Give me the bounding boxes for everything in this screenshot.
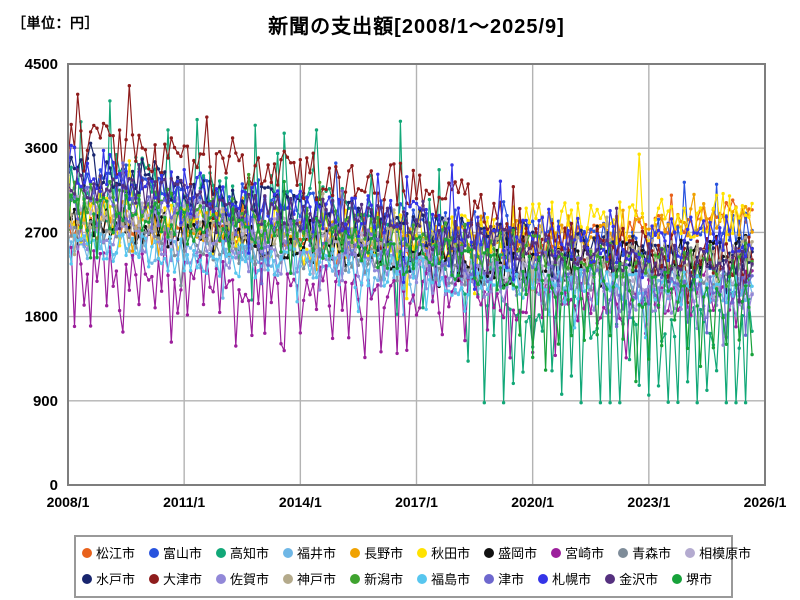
legend-label: 松江市 [96, 545, 136, 561]
x-tick-label: 2008/1 [47, 494, 90, 510]
x-tick-label: 2026/1 [744, 494, 787, 510]
legend-label: 高知市 [230, 545, 270, 561]
legend-item-saga: 佐賀市 [216, 573, 269, 586]
legend-marker-icon [82, 548, 92, 558]
legend-item-niigata: 新潟市 [350, 573, 403, 586]
y-tick-label: 2700 [25, 224, 58, 241]
legend-marker-icon [350, 574, 361, 584]
legend-label: 金沢市 [619, 571, 659, 587]
legend-label: 富山市 [163, 545, 203, 561]
chart-title: 新聞の支出額[2008/1～2025/9] [268, 16, 565, 38]
y-tick-label: 4500 [25, 56, 58, 73]
legend-label: 盛岡市 [498, 545, 538, 561]
legend-label: 神戸市 [297, 571, 337, 587]
unit-label: ［単位：円］ [12, 15, 99, 31]
y-tick-label: 900 [33, 393, 58, 410]
legend-marker-icon [417, 574, 428, 584]
legend-item-miyazaki: 宮崎市 [551, 547, 604, 560]
y-tick-label: 1800 [25, 309, 58, 326]
legend-label: 札幌市 [552, 571, 592, 587]
x-tick-label: 2020/1 [511, 494, 554, 510]
legend-marker-icon [350, 548, 361, 558]
series-sakai [68, 179, 754, 384]
legend-label: 大津市 [163, 571, 203, 587]
legend-item-morioka: 盛岡市 [484, 547, 537, 560]
y-tick-label: 0 [50, 477, 58, 494]
legend-item-kochi: 高知市 [216, 547, 269, 560]
legend-item-sakai: 堺市 [672, 573, 712, 586]
legend-item-toyama: 富山市 [149, 547, 202, 560]
legend-marker-icon [484, 574, 495, 584]
legend-label: 福島市 [431, 571, 471, 587]
legend-marker-icon [685, 548, 696, 558]
legend-marker-icon [538, 574, 549, 584]
legend-item-nagano: 長野市 [350, 547, 403, 560]
legend-label: 青森市 [632, 545, 672, 561]
legend-marker-icon [283, 574, 294, 584]
legend-marker-icon [417, 548, 428, 558]
legend-label: 福井市 [297, 545, 337, 561]
legend-marker-icon [216, 574, 227, 584]
legend-marker-icon [149, 548, 160, 558]
x-tick-label: 2017/1 [395, 494, 438, 510]
legend-label: 佐賀市 [230, 571, 270, 587]
legend-row-2: 水戸市 大津市 佐賀市 神戸市 新潟市 福島市 津市 札幌市 金沢市 堺市 [82, 566, 725, 592]
legend-item-fukui: 福井市 [283, 547, 336, 560]
legend-marker-icon [283, 548, 294, 558]
legend-marker-icon [672, 574, 683, 584]
legend-row-1: 松江市 富山市 高知市 福井市 長野市 秋田市 盛岡市 宮崎市 青森市 相模原市 [82, 540, 751, 566]
x-axis-labels: 2008/1 2011/1 2014/1 2017/1 2020/1 2023/1 2026… [47, 494, 787, 510]
legend-item-fukushima: 福島市 [417, 573, 470, 586]
x-tick-label: 2014/1 [279, 494, 322, 510]
legend-marker-icon [216, 548, 227, 558]
legend-marker-icon [618, 548, 629, 558]
legend-label: 長野市 [364, 545, 404, 561]
legend-marker-icon [149, 574, 160, 584]
legend-item-kanazawa: 金沢市 [605, 573, 658, 586]
x-tick-label: 2023/1 [627, 494, 670, 510]
legend-item-mito: 水戸市 [82, 573, 135, 586]
series-kanazawa [68, 163, 754, 304]
legend-item-sagamihara: 相模原市 [685, 547, 751, 560]
legend-item-sapporo: 札幌市 [538, 573, 591, 586]
legend-item-kobe: 神戸市 [283, 573, 336, 586]
legend-label: 水戸市 [96, 571, 136, 587]
legend-item-otsu: 大津市 [149, 573, 202, 586]
legend-marker-icon [551, 548, 562, 558]
legend-label: 相模原市 [699, 545, 752, 561]
legend-label: 秋田市 [431, 545, 471, 561]
legend: 松江市 富山市 高知市 福井市 長野市 秋田市 盛岡市 宮崎市 青森市 相模原市水戸市 大津市 佐賀市… [74, 535, 751, 598]
legend-label: 新潟市 [364, 571, 404, 587]
legend-item-aomori: 青森市 [618, 547, 671, 560]
legend-marker-icon [484, 548, 495, 558]
legend-marker-icon [605, 574, 616, 584]
legend-item-matsue: 松江市 [82, 547, 135, 560]
x-tick-label: 2011/1 [163, 494, 205, 510]
legend-marker-icon [82, 574, 92, 584]
legend-label: 宮崎市 [565, 545, 605, 561]
legend-label: 津市 [498, 571, 525, 587]
legend-item-akita: 秋田市 [417, 547, 470, 560]
plot-border [67, 63, 766, 486]
y-tick-label: 3600 [25, 140, 58, 157]
legend-label: 堺市 [686, 571, 713, 587]
legend-item-tsu: 津市 [484, 573, 524, 586]
y-axis-labels: 0 900 1800 2700 3600 4500 [25, 56, 58, 494]
